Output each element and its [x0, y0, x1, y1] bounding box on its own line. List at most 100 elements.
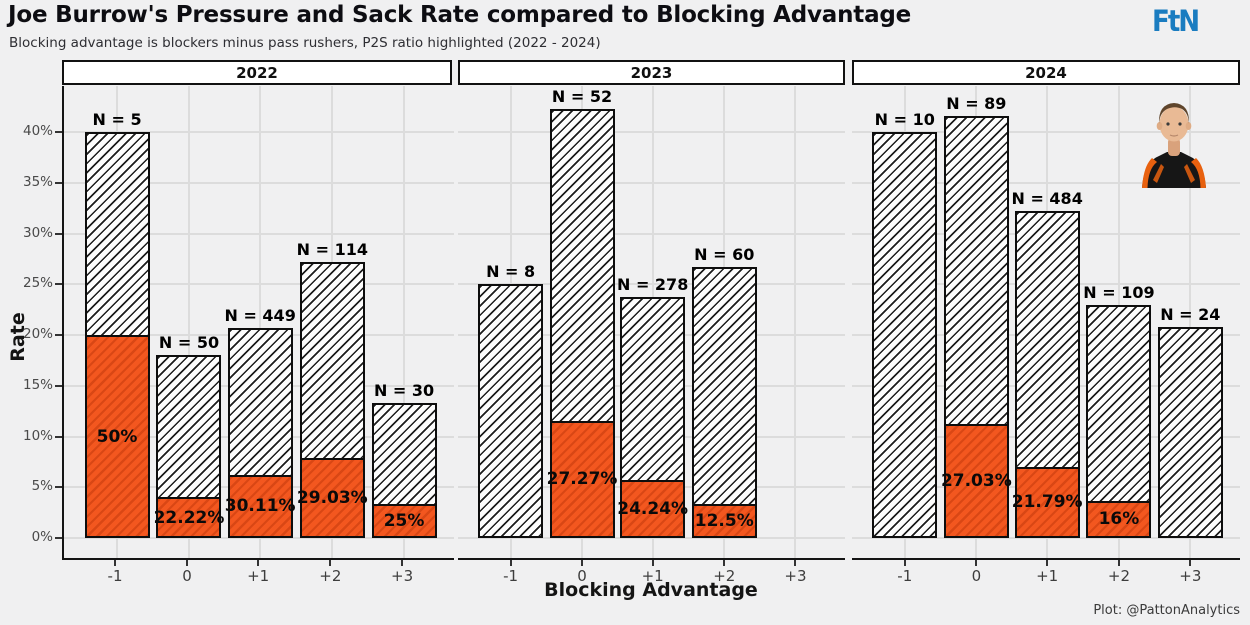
y-tick-mark [55, 131, 62, 133]
n-count-label: N = 30 [373, 380, 435, 400]
gridline-vertical [259, 86, 262, 558]
y-tick-label: 20% [22, 326, 53, 342]
y-tick-label: 35% [22, 173, 53, 190]
x-tick-label: +3 [391, 567, 414, 585]
pressure-rate-bar [1086, 305, 1152, 538]
y-tick-mark [55, 232, 62, 235]
n-count-label: N = 449 [224, 305, 296, 325]
x-tick-label: +1 [1036, 567, 1059, 585]
y-tick-mark [55, 384, 62, 387]
x-tick-mark [903, 560, 906, 566]
x-tick-label: +2 [319, 567, 342, 585]
y-tick-mark [55, 537, 62, 539]
gridline-vertical [187, 86, 190, 558]
x-tick-mark [185, 560, 188, 566]
p2s-ratio-label: 21.79% [1011, 492, 1083, 513]
p2s-ratio-label: 22.22% [153, 507, 225, 528]
n-count-label: N = 8 [486, 262, 536, 282]
x-tick-label: -1 [107, 567, 123, 585]
p2s-ratio-label: 25% [383, 511, 425, 532]
n-count-label: N = 114 [296, 240, 368, 260]
x-tick-label: -1 [503, 567, 519, 585]
sack-rate-bar: 30.11% [224, 474, 296, 538]
gridline-vertical [794, 86, 797, 558]
facet-strip-2022: 2022 [62, 60, 452, 85]
gridline-horizontal [64, 131, 454, 133]
p2s-ratio-label: 30.11% [224, 496, 296, 517]
x-tick-label: +2 [1107, 567, 1130, 585]
gridline-horizontal [64, 537, 454, 539]
x-tick-mark [509, 560, 512, 566]
y-tick-label: 25% [22, 275, 53, 292]
gridline-vertical [1189, 86, 1192, 558]
sack-rate-bar: 27.03% [941, 423, 1012, 538]
y-tick-mark [55, 334, 62, 336]
y-tick-label: 30% [22, 224, 53, 241]
pressure-rate-bar [1157, 326, 1223, 538]
x-tick-label: +1 [641, 567, 664, 585]
y-tick-mark [55, 435, 62, 438]
facet-panel-2023: N = 8 N = 52 27.27% N = 278 24.24% N = 60 12.5… [458, 86, 845, 560]
gridline-horizontal [64, 181, 454, 184]
n-count-label: N = 89 [946, 94, 1007, 114]
sack-rate-bar: 29.03% [297, 457, 368, 538]
x-tick-label: +3 [784, 567, 807, 585]
n-count-label: N = 484 [1011, 188, 1083, 208]
n-count-label: N = 10 [874, 110, 935, 129]
p2s-ratio-label: 12.5% [694, 511, 754, 532]
n-count-label: N = 50 [158, 333, 220, 353]
x-tick-mark [794, 560, 797, 566]
y-tick-label: 0% [31, 529, 53, 545]
x-tick-label: -1 [897, 567, 913, 585]
sack-rate-bar: 27.27% [546, 420, 618, 538]
x-tick-mark [114, 560, 117, 566]
x-tick-mark [1046, 560, 1049, 566]
p2s-ratio-label: 24.24% [617, 498, 689, 519]
pressure-rate-bar [691, 267, 757, 538]
y-tick-label: 5% [31, 478, 53, 495]
p2s-ratio-label: 27.27% [546, 469, 618, 490]
x-tick-label: 0 [971, 567, 982, 585]
sack-rate-bar: 22.22% [154, 497, 224, 538]
page-title: Joe Burrow's Pressure and Sack Rate comp… [8, 2, 912, 28]
pressure-rate-bar [872, 132, 938, 538]
n-count-label: N = 60 [694, 245, 755, 265]
x-axis-title: Blocking Advantage [544, 579, 758, 601]
sack-rate-bar: 50% [84, 335, 150, 538]
x-tick-label: +1 [247, 567, 270, 585]
n-count-label: N = 24 [1160, 304, 1221, 324]
player-headshot-joe-burrow [1142, 103, 1206, 188]
gridline-horizontal [64, 232, 454, 235]
gridline-horizontal [458, 131, 845, 133]
x-tick-mark [401, 560, 404, 566]
facet-panel-2022: N = 5 50% N = 50 22.22% N = 449 30.11% N = 114… [62, 86, 454, 560]
chart-subtitle: Blocking advantage is blockers minus pas… [9, 35, 601, 51]
x-tick-label: +2 [713, 567, 736, 585]
sack-rate-bar: 16% [1086, 500, 1152, 538]
y-tick-mark [55, 283, 62, 286]
x-tick-mark [651, 560, 654, 566]
gridline-horizontal [458, 283, 845, 286]
y-tick-label: 10% [22, 427, 53, 444]
n-count-label: N = 52 [551, 86, 613, 106]
y-tick-mark [55, 486, 62, 489]
n-count-label: N = 278 [616, 275, 689, 295]
y-tick-label: 15% [22, 376, 53, 393]
gridline-horizontal [852, 131, 1240, 133]
sack-rate-bar: 24.24% [617, 479, 689, 538]
x-tick-mark [581, 560, 584, 566]
ftn-logo: FtN [1152, 4, 1200, 38]
facet-strip-2024: 2024 [852, 60, 1240, 85]
sack-rate-bar: 25% [371, 504, 437, 538]
gridline-horizontal [852, 181, 1240, 184]
n-count-label: N = 109 [1083, 283, 1155, 303]
p2s-ratio-label: 16% [1098, 509, 1140, 530]
gridline-horizontal [458, 232, 845, 235]
facet-strip-2023: 2023 [458, 60, 845, 85]
y-tick-label: 40% [22, 123, 53, 139]
facet-panel-2024: N = 10 N = 89 27.03% N = 484 21.79% N = 109 16… [852, 86, 1240, 560]
p2s-ratio-label: 50% [96, 426, 138, 447]
n-count-label: N = 5 [92, 110, 142, 129]
x-tick-mark [1189, 560, 1192, 566]
